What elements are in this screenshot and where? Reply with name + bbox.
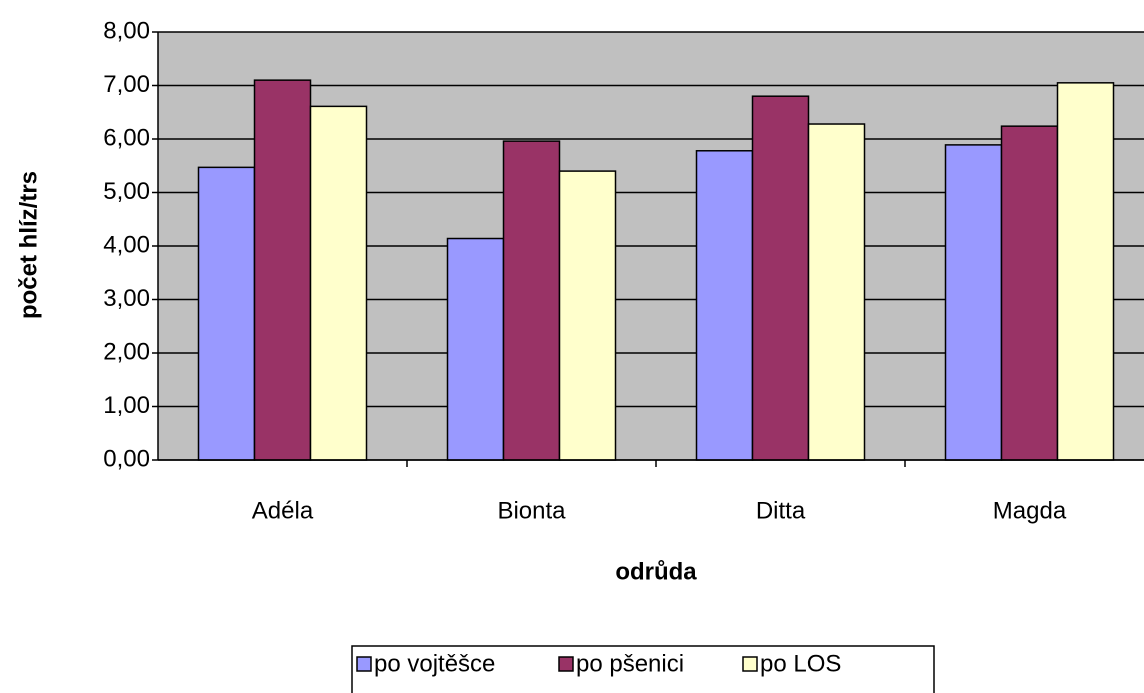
legend-box (351, 645, 935, 693)
x-tick-label: Magda (993, 497, 1067, 524)
y-tick-label: 5,00 (103, 178, 150, 205)
y-tick-label: 6,00 (103, 124, 150, 151)
bar (1056, 82, 1115, 461)
y-tick-label: 8,00 (103, 17, 150, 44)
bar (253, 79, 312, 461)
y-tick-label: 7,00 (103, 71, 150, 98)
bar (502, 140, 561, 461)
bar (751, 95, 810, 461)
bar (309, 105, 368, 461)
legend-swatch (558, 656, 574, 672)
x-tick-label: Ditta (756, 497, 806, 524)
y-tick-label: 0,00 (103, 445, 150, 472)
bar (197, 166, 256, 461)
x-tick-label: Bionta (497, 497, 566, 524)
x-axis-title: odrůda (615, 558, 697, 585)
y-axis-title: počet hlíz/trs (15, 171, 42, 319)
legend-label: po pšenici (576, 650, 684, 677)
bar (1000, 125, 1059, 461)
bar (695, 150, 754, 461)
y-tick-label: 1,00 (103, 392, 150, 419)
bar (446, 237, 505, 461)
legend-swatch (356, 656, 372, 672)
bar (558, 170, 617, 461)
legend-swatch (742, 656, 758, 672)
y-tick-label: 3,00 (103, 285, 150, 312)
x-tick-label: Adéla (252, 497, 314, 524)
legend-label: po vojtěšce (374, 650, 495, 677)
bar (944, 144, 1003, 461)
y-tick-label: 4,00 (103, 231, 150, 258)
y-tick-label: 2,00 (103, 338, 150, 365)
bar (807, 123, 866, 461)
legend-label: po LOS (760, 650, 841, 677)
